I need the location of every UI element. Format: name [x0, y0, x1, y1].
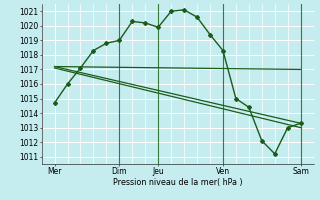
- X-axis label: Pression niveau de la mer( hPa ): Pression niveau de la mer( hPa ): [113, 178, 243, 187]
